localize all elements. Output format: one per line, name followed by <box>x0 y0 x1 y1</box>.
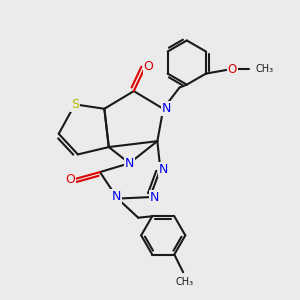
Text: O: O <box>66 173 75 186</box>
Text: N: N <box>125 157 134 170</box>
Text: S: S <box>71 98 79 111</box>
Text: N: N <box>150 190 159 204</box>
Text: N: N <box>162 102 172 115</box>
Text: N: N <box>112 190 121 203</box>
Text: N: N <box>159 163 169 176</box>
Text: CH₃: CH₃ <box>176 277 194 286</box>
Text: O: O <box>144 60 154 73</box>
Text: CH₃: CH₃ <box>255 64 273 74</box>
Text: O: O <box>228 63 237 76</box>
